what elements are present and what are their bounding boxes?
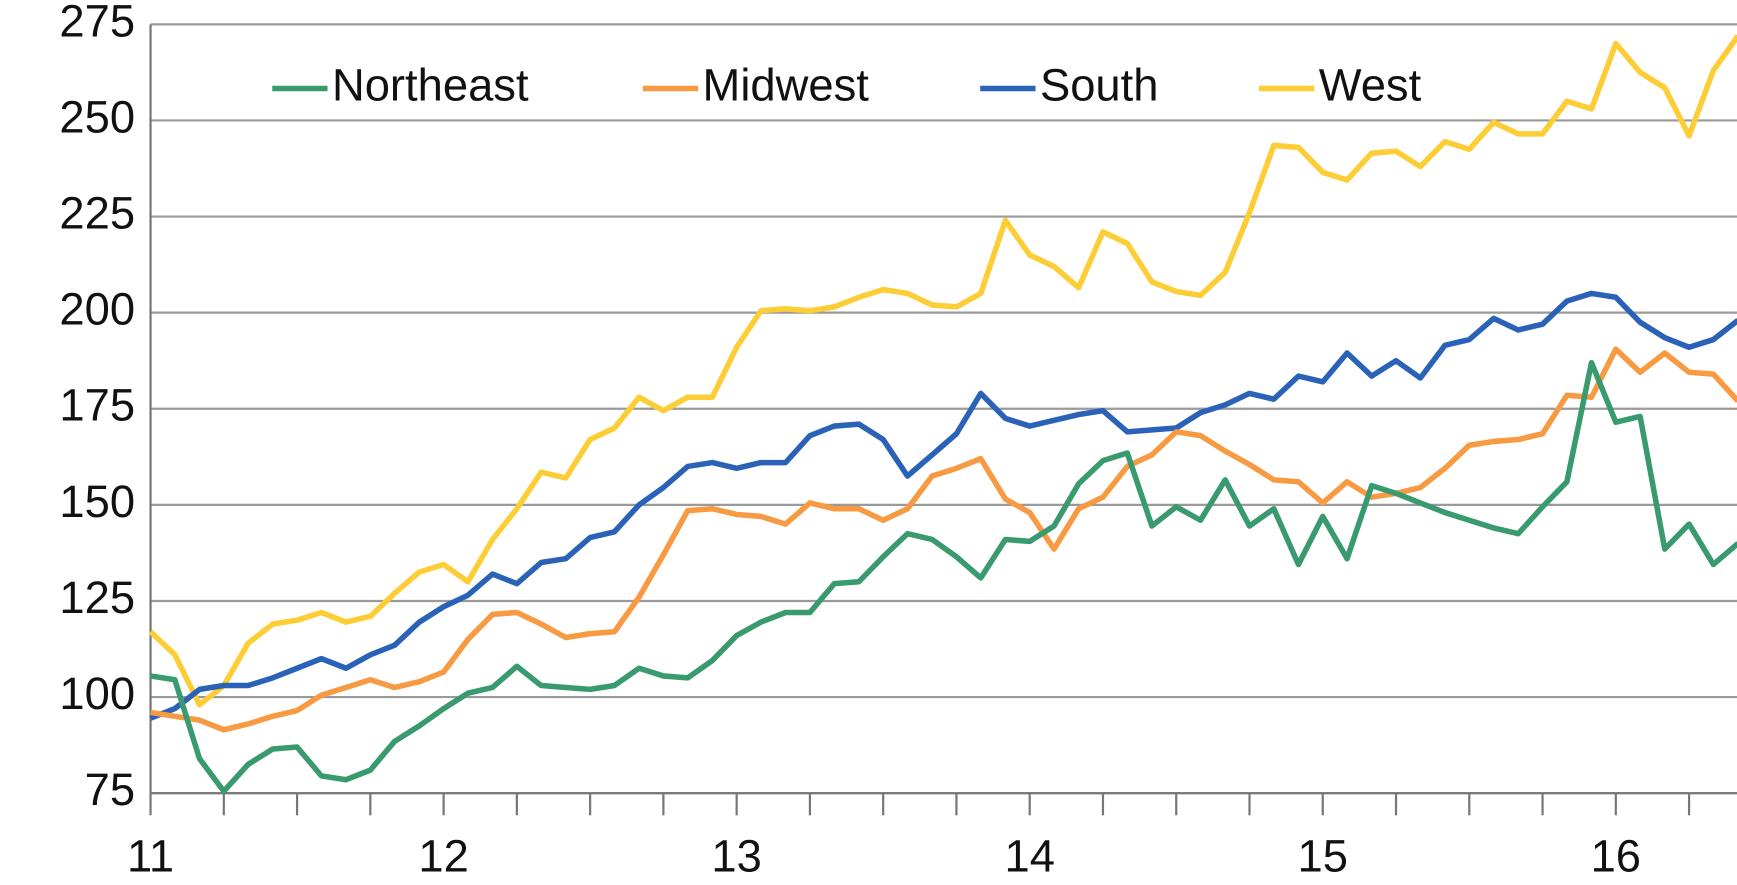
legend-label: South	[1040, 59, 1159, 110]
series-line	[149, 290, 1737, 721]
y-tick-label: 225	[59, 188, 135, 239]
legend-label: West	[1319, 59, 1422, 110]
y-tick-label: 100	[59, 668, 135, 719]
y-tick-label: 200	[59, 284, 135, 335]
x-tick-label: 14	[1004, 831, 1054, 882]
x-tick-label: 11	[127, 831, 174, 882]
x-tick-label: 15	[1298, 831, 1348, 882]
y-tick-label: 275	[59, 0, 135, 46]
y-tick-label: 125	[59, 572, 135, 623]
x-tick-label: 16	[1591, 831, 1641, 882]
x-tick-label: 12	[418, 831, 468, 882]
y-tick-label: 175	[59, 380, 135, 431]
x-tick-label: 13	[711, 831, 761, 882]
series-line	[150, 359, 1737, 795]
legend-label: Northeast	[332, 59, 529, 110]
y-tick-label: 250	[59, 91, 135, 142]
legend-label: Midwest	[703, 59, 870, 110]
series-line	[150, 346, 1737, 733]
y-tick-label: 75	[85, 764, 135, 815]
y-tick-label: 150	[59, 476, 135, 527]
series-line	[148, 34, 1737, 708]
